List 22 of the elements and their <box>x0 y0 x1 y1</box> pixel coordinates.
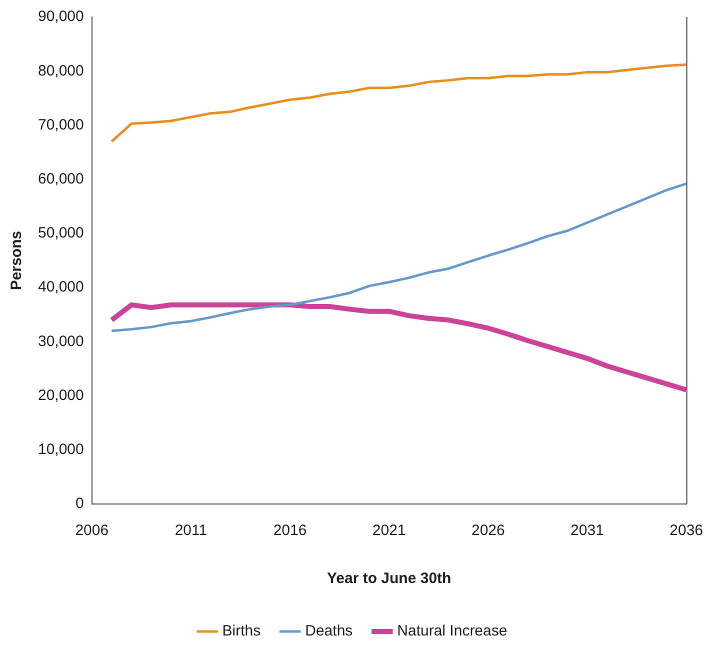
y-tick-label: 70,000 <box>38 116 84 134</box>
y-tick-label: 10,000 <box>38 441 84 458</box>
y-axis-title: Persons <box>8 230 26 290</box>
y-tick-label: 20,000 <box>38 386 84 404</box>
y-tick-label: 40,000 <box>38 278 84 296</box>
x-tick-label: 2031 <box>570 522 604 540</box>
x-tick-label: 2026 <box>471 522 505 540</box>
y-tick-label: 50,000 <box>38 224 84 242</box>
x-tick-label: 2011 <box>174 522 208 540</box>
x-tick-label: 2036 <box>670 522 704 540</box>
legend-label: Natural Increase <box>397 622 508 640</box>
y-tick-label: 80,000 <box>38 62 84 80</box>
x-axis-title: Year to June 30th <box>326 570 452 588</box>
x-tick-label: 2016 <box>273 522 307 540</box>
y-tick-label: 90,000 <box>38 8 84 26</box>
legend-label: Births <box>222 622 261 640</box>
x-tick-label: 2006 <box>75 522 109 540</box>
x-tick-label: 2021 <box>372 522 406 540</box>
y-tick-label: 30,000 <box>38 332 84 350</box>
legend-label: Deaths <box>305 622 353 640</box>
y-tick-label: 60,000 <box>38 170 84 188</box>
y-tick-label: 0 <box>76 495 84 512</box>
